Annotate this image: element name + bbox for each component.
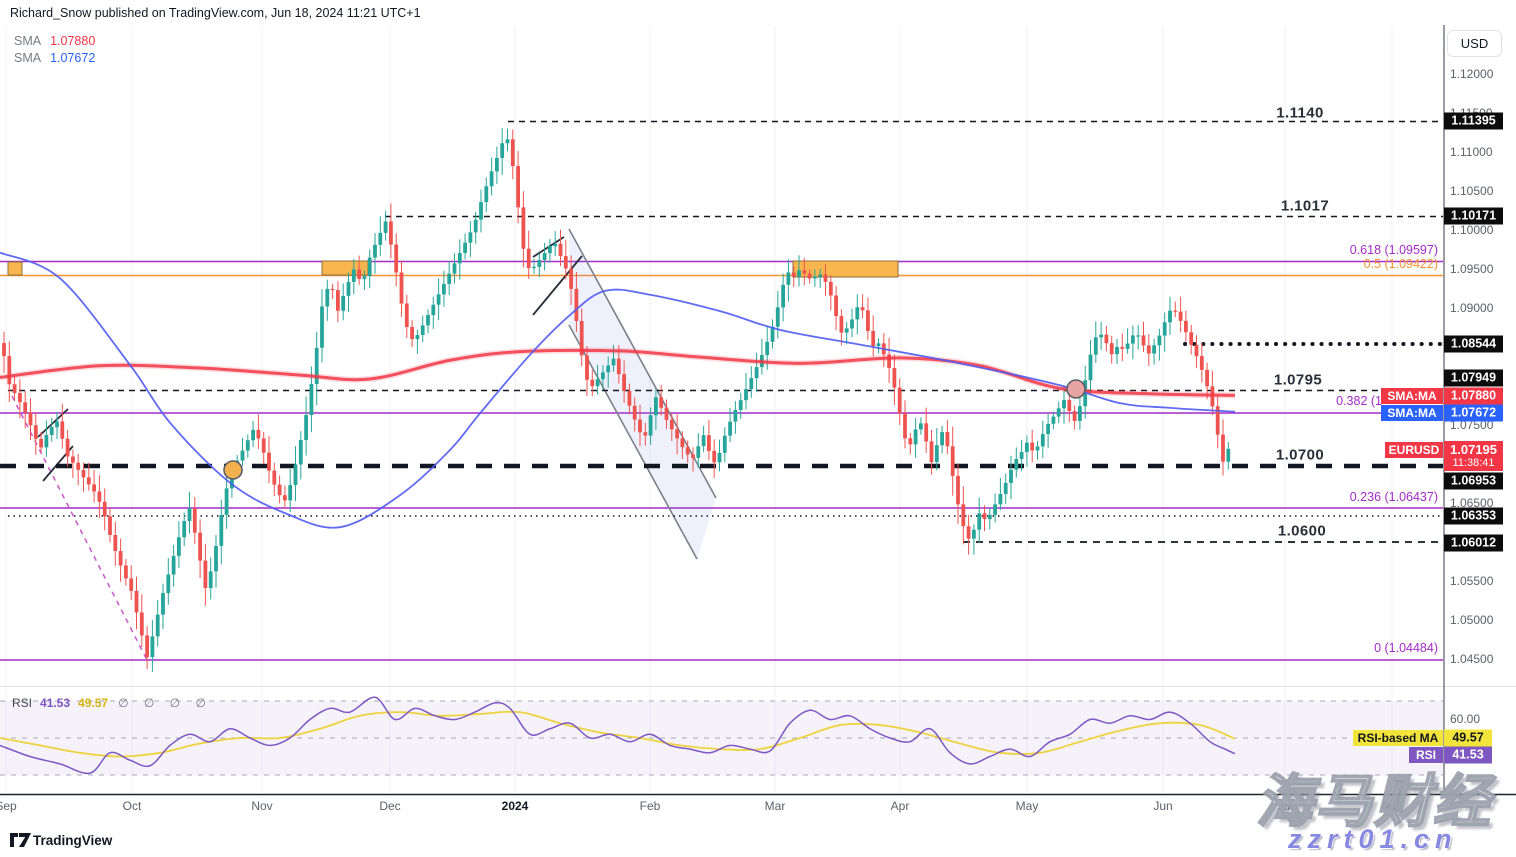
price-tick: 1.10500 — [1450, 184, 1494, 198]
sma-red-line[interactable] — [0, 348, 1236, 397]
rsi-ma-axis-tag: RSI-based MA — [1353, 730, 1443, 746]
sma1-label: SMA — [14, 34, 42, 48]
rsi-title: RSI — [12, 696, 33, 710]
price-tick: 1.09500 — [1450, 262, 1494, 276]
bar-countdown: 11:38:41 — [1452, 457, 1495, 469]
current-price-value: 1.07195 — [1450, 442, 1497, 457]
fib-label: 0.5 (1.09422) — [1363, 257, 1438, 271]
key-level-label: 1.0600 — [1277, 522, 1327, 540]
fib-label: 0.618 (1.09597) — [1349, 243, 1438, 257]
price-tick: 1.04500 — [1450, 652, 1494, 666]
sma-red-axis-tag: SMA:MA — [1381, 388, 1443, 404]
time-tick-feb: Feb — [639, 799, 661, 813]
dashed-trendline[interactable] — [11, 395, 148, 661]
fib-label: 0.236 (1.06437) — [1349, 490, 1438, 504]
time-tick-apr: Apr — [890, 799, 910, 813]
watermark-url: zzrt01.cn — [1288, 824, 1458, 854]
marked-price-label: 1.06953 — [1444, 472, 1503, 490]
channel-fill — [569, 229, 716, 559]
sma2-value: 1.07672 — [50, 51, 96, 65]
time-tick-mar: Mar — [764, 799, 786, 813]
key-level-label: 1.1140 — [1276, 104, 1324, 122]
candles — [2, 128, 1231, 672]
indicator-legend: SMA 1.07880 SMA 1.07672 — [14, 33, 95, 67]
supply-zone[interactable] — [792, 260, 899, 278]
key-level-label: 1.1017 — [1280, 197, 1330, 215]
sma-blue-line[interactable] — [0, 251, 1236, 529]
sma-legend-row-1: SMA 1.07880 — [14, 33, 95, 50]
time-tick-jul: Jul — [1277, 799, 1293, 813]
rsi-line[interactable] — [0, 696, 1236, 775]
price-tick: 1.11000 — [1450, 145, 1493, 159]
watermark-cjk: 海马财经 — [1255, 769, 1492, 835]
key-level-label: 1.0700 — [1275, 446, 1325, 464]
time-tick-nov: Nov — [251, 799, 273, 813]
price-tick: 1.12000 — [1450, 67, 1494, 81]
price-tick: 1.07500 — [1450, 418, 1494, 432]
marked-price-label: 1.06012 — [1444, 534, 1503, 552]
price-tick: 1.05000 — [1450, 613, 1494, 627]
key-level-label: 1.0795 — [1273, 371, 1323, 389]
sma-blue-axis-value: 1.07672 — [1444, 404, 1503, 422]
time-tick-2024: 2024 — [501, 799, 529, 813]
sma-red-axis-value: 1.07880 — [1444, 387, 1503, 405]
rsi-value: 41.53 — [40, 696, 71, 710]
marked-price-label: 1.06353 — [1444, 507, 1503, 525]
rsi-ma-axis-value: 49.57 — [1444, 729, 1492, 747]
mini-trendline[interactable] — [37, 408, 69, 438]
sma-blue-axis-tag: SMA:MA — [1381, 405, 1443, 421]
time-tick-aug: Aug — [1381, 799, 1403, 813]
marked-price-label: 1.08544 — [1444, 335, 1503, 353]
currency-toggle-button[interactable]: USD — [1447, 30, 1502, 57]
price-tick: 1.10000 — [1450, 223, 1494, 237]
fib-label: 0.382 (1 — [1336, 394, 1382, 408]
rsi-axis-value: 41.53 — [1444, 746, 1492, 764]
price-tick: 1.09000 — [1450, 301, 1494, 315]
rsi-legend: RSI 41.53 49.57 ∅ ∅ ∅ ∅ — [12, 696, 212, 710]
marked-price-label: 1.11395 — [1444, 112, 1503, 130]
current-price-axis-label: 1.07195 11:38:41 — [1444, 441, 1503, 471]
rsi-ma-value: 49.57 — [78, 696, 109, 710]
symbol-axis-tag: EURUSD — [1385, 442, 1443, 458]
rsi-hidden-params: ∅ ∅ ∅ ∅ — [118, 696, 212, 710]
channel-line[interactable] — [568, 228, 717, 499]
publish-caption: Richard_Snow published on TradingView.co… — [10, 6, 421, 20]
time-tick-dec: Dec — [379, 799, 401, 813]
time-tick-oct: Oct — [122, 799, 142, 813]
price-tick: 1.06500 — [1450, 496, 1494, 510]
tradingview-logo-icon[interactable] — [10, 833, 32, 849]
supply-zone[interactable] — [321, 260, 369, 276]
fib-label: 0 (1.04484) — [1374, 641, 1438, 655]
rsi-axis-tick: 60.00 — [1450, 712, 1481, 726]
price-tick: 1.05500 — [1450, 574, 1494, 588]
marked-price-label: 1.10171 — [1444, 207, 1503, 225]
rsi-axis-tag: RSI — [1409, 747, 1443, 763]
sma1-value: 1.07880 — [50, 34, 96, 48]
marker-circle[interactable] — [1066, 379, 1086, 399]
sma2-label: SMA — [14, 51, 42, 65]
time-tick-sep: Sep — [0, 799, 17, 813]
time-tick-jun: Jun — [1153, 799, 1173, 813]
sma-legend-row-2: SMA 1.07672 — [14, 50, 95, 67]
mini-trendline[interactable] — [532, 255, 583, 316]
marked-price-label: 1.07949 — [1444, 369, 1503, 387]
marker-circle[interactable] — [223, 460, 243, 480]
time-tick-may: May — [1015, 799, 1039, 813]
supply-zone[interactable] — [7, 261, 23, 276]
channel-line[interactable] — [568, 324, 698, 560]
tradingview-brand-link[interactable]: TradingView — [33, 833, 113, 848]
